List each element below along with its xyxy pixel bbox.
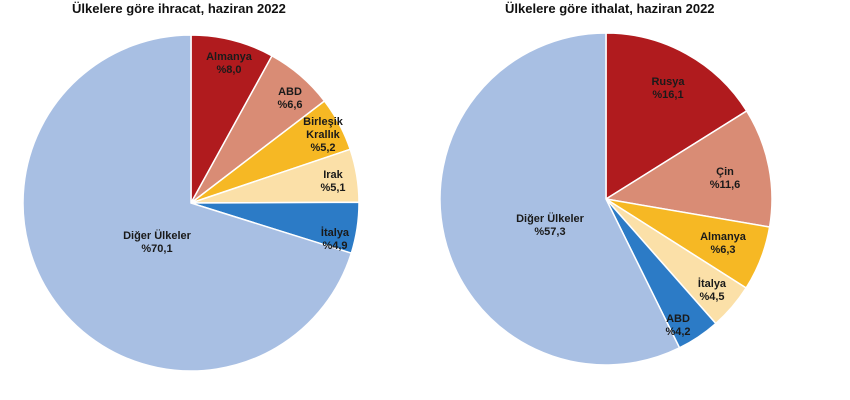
slice-data-label: Almanya %8,0: [206, 51, 253, 76]
slice-data-label: İtalya %4,9: [321, 226, 350, 252]
slice-data-label: Almanya %6,3: [700, 231, 747, 256]
slice-data-label: ABD %6,6: [277, 86, 302, 111]
slice-data-label: Irak %5,1: [320, 169, 345, 194]
slice-data-label: Çin %11,6: [710, 166, 741, 191]
slice-data-label: ABD %4,2: [665, 313, 690, 338]
export-chart-title: Ülkelere göre ihracat, haziran 2022: [72, 1, 286, 16]
slice-data-label: Diğer Ülkeler %57,3: [516, 212, 585, 238]
slice-data-label: Birleşik Krallık %5,2: [303, 116, 344, 154]
pie-slice: [22, 34, 353, 372]
import-chart-title: Ülkelere göre ithalat, haziran 2022: [505, 1, 715, 16]
slice-data-label: Diğer Ülkeler %70,1: [123, 229, 192, 255]
pie-slice: [605, 32, 748, 201]
slice-data-label: Rusya %16,1: [651, 76, 685, 101]
pie-slice: [603, 109, 773, 228]
slice-data-label: İtalya %4,5: [698, 277, 727, 303]
pie-slice: [439, 32, 681, 366]
